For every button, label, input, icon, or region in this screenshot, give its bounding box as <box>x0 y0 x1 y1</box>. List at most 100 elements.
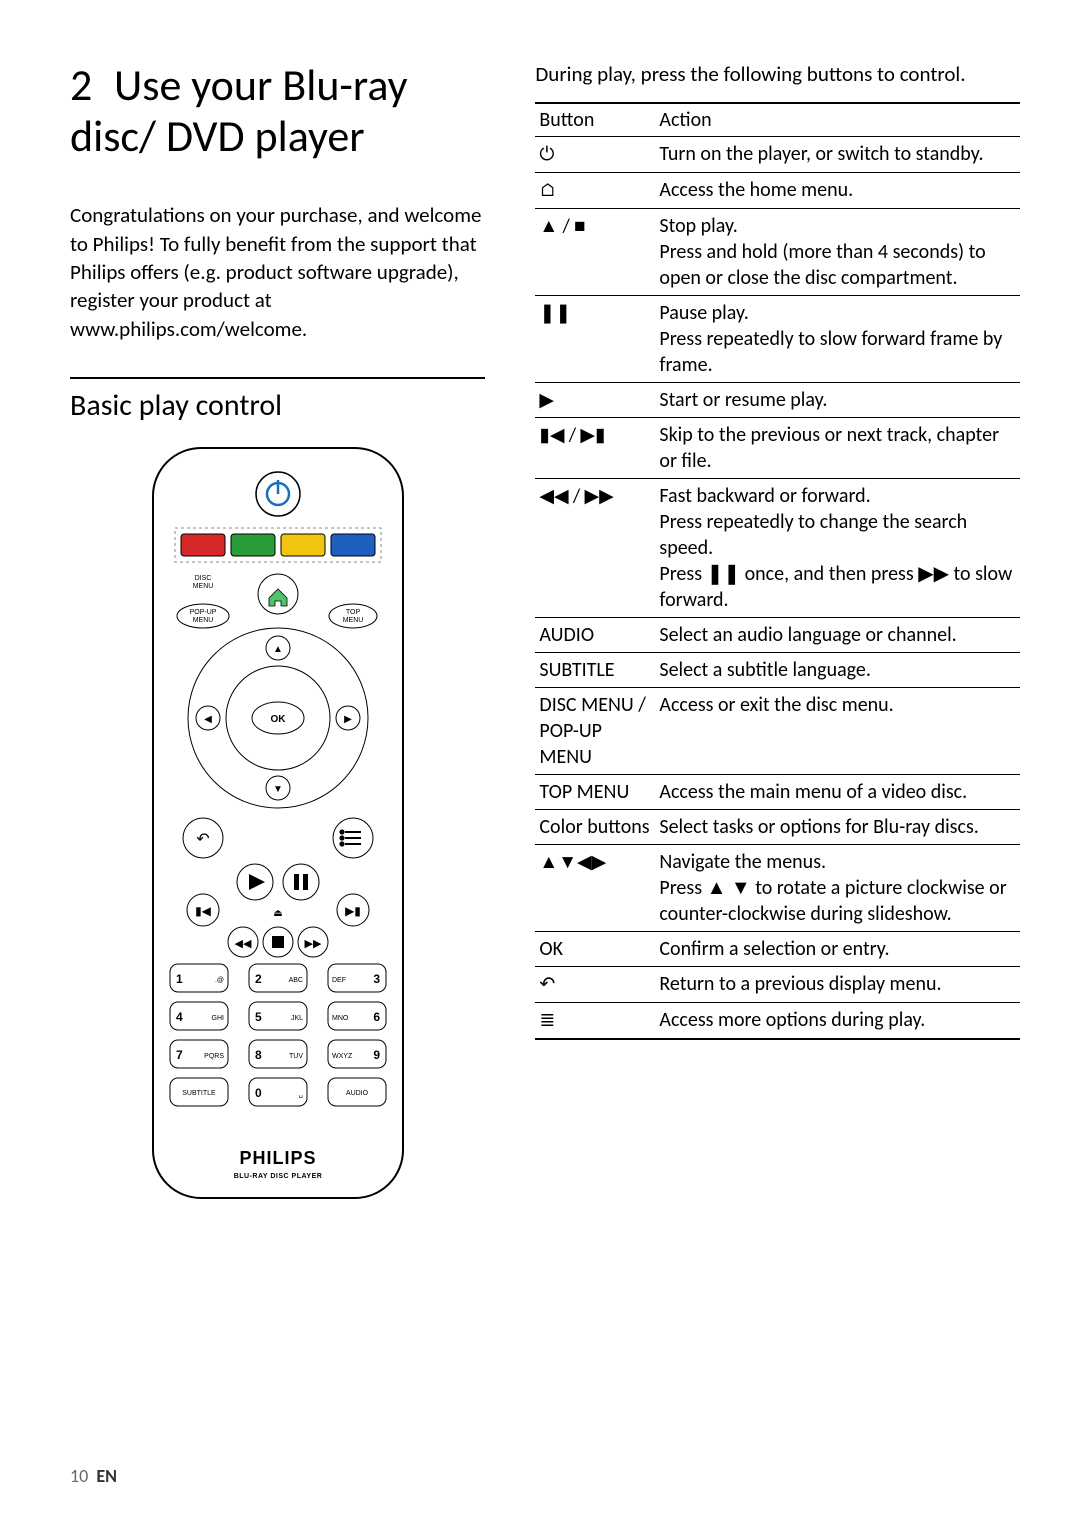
table-row: SUBTITLESelect a subtitle language. <box>535 653 1020 688</box>
svg-text:TOP: TOP <box>346 609 361 616</box>
svg-text:6: 6 <box>373 1010 380 1024</box>
svg-text:MENU: MENU <box>342 617 363 624</box>
svg-text:5: 5 <box>255 1010 262 1024</box>
table-row: ⏻Turn on the player, or switch to standb… <box>535 137 1020 173</box>
svg-text:POP-UP: POP-UP <box>189 609 216 616</box>
button-cell: ▲ / ■ <box>535 208 655 295</box>
svg-text:BLU-RAY DISC PLAYER: BLU-RAY DISC PLAYER <box>233 1173 322 1180</box>
button-cell: ▲▼◀▶ <box>535 845 655 932</box>
button-cell: ▶ <box>535 382 655 418</box>
button-cell: ▮◀ / ▶▮ <box>535 418 655 479</box>
action-cell: Select an audio language or channel. <box>655 618 1020 653</box>
action-cell: Select a subtitle language. <box>655 653 1020 688</box>
action-cell: Skip to the previous or next track, chap… <box>655 418 1020 479</box>
button-cell: DISC MENU / POP-UP MENU <box>535 688 655 775</box>
svg-text:AUDIO: AUDIO <box>346 1090 369 1097</box>
svg-text:PHILIPS: PHILIPS <box>239 1148 316 1168</box>
action-cell: Access more options during play. <box>655 1003 1020 1039</box>
table-row: ▶Start or resume play. <box>535 382 1020 418</box>
button-cell: ⌂ <box>535 173 655 209</box>
action-cell: Select tasks or options for Blu-ray disc… <box>655 810 1020 845</box>
svg-text:▲: ▲ <box>273 642 283 655</box>
section-heading: Basic play control <box>70 387 485 424</box>
action-cell: Start or resume play. <box>655 382 1020 418</box>
svg-text:PQRS: PQRS <box>204 1053 224 1060</box>
section-rule <box>70 377 485 379</box>
table-row: TOP MENUAccess the main menu of a video … <box>535 775 1020 810</box>
svg-text:▮◀: ▮◀ <box>195 905 212 919</box>
svg-text:MNO: MNO <box>332 1015 349 1022</box>
table-row: ▲▼◀▶Navigate the menus.Press ▲ ▼ to rota… <box>535 845 1020 932</box>
svg-text:4: 4 <box>176 1010 183 1024</box>
button-cell: OK <box>535 932 655 967</box>
button-cell: AUDIO <box>535 618 655 653</box>
action-cell: Navigate the menus.Press ▲ ▼ to rotate a… <box>655 845 1020 932</box>
button-cell: Color buttons <box>535 810 655 845</box>
svg-text:▶▶: ▶▶ <box>304 937 321 950</box>
table-header-button: Button <box>535 103 655 137</box>
action-cell: Access or exit the disc menu. <box>655 688 1020 775</box>
action-cell: Stop play.Press and hold (more than 4 se… <box>655 208 1020 295</box>
svg-text:JKL: JKL <box>291 1015 303 1022</box>
button-cell: ≣ <box>535 1003 655 1039</box>
table-row: AUDIOSelect an audio language or channel… <box>535 618 1020 653</box>
chapter-title: 2Use your Blu-ray disc/ DVD player <box>70 60 485 161</box>
button-cell: ◀◀ / ▶▶ <box>535 479 655 618</box>
intro-paragraph: Congratulations on your purchase, and we… <box>70 201 485 343</box>
button-cell: TOP MENU <box>535 775 655 810</box>
button-cell: ⏻ <box>535 137 655 173</box>
button-cell: ❚❚ <box>535 295 655 382</box>
remote-illustration: DISC MENU POP-UP MENU TOP MENU OK <box>70 438 485 1208</box>
action-cell: Return to a previous display menu. <box>655 967 1020 1003</box>
svg-text:DEF: DEF <box>332 977 346 984</box>
right-intro: During play, press the following buttons… <box>535 60 1020 88</box>
svg-text:9: 9 <box>373 1048 380 1062</box>
svg-text:↶: ↶ <box>196 830 209 849</box>
button-action-table: Button Action ⏻Turn on the player, or sw… <box>535 102 1020 1039</box>
svg-text:▼: ▼ <box>273 782 283 795</box>
action-cell: Turn on the player, or switch to standby… <box>655 137 1020 173</box>
table-row: ◀◀ / ▶▶Fast backward or forward.Press re… <box>535 479 1020 618</box>
svg-text:ABC: ABC <box>288 977 302 984</box>
button-cell: ↶ <box>535 967 655 1003</box>
action-cell: Access the home menu. <box>655 173 1020 209</box>
svg-text:◀: ◀ <box>204 712 212 725</box>
action-cell: Access the main menu of a video disc. <box>655 775 1020 810</box>
svg-text:MENU: MENU <box>192 583 213 590</box>
chapter-title-text: Use your Blu-ray disc/ DVD player <box>70 58 408 163</box>
svg-text:OK: OK <box>270 714 286 725</box>
svg-text:8: 8 <box>255 1048 262 1062</box>
svg-text:2: 2 <box>255 972 262 986</box>
button-cell: SUBTITLE <box>535 653 655 688</box>
table-row: ↶Return to a previous display menu. <box>535 967 1020 1003</box>
table-row: ⌂Access the home menu. <box>535 173 1020 209</box>
svg-text:0: 0 <box>255 1086 262 1100</box>
svg-text:▶: ▶ <box>344 712 352 725</box>
svg-text:▶▮: ▶▮ <box>345 905 361 919</box>
svg-text:⏏: ⏏ <box>273 906 282 919</box>
svg-text:7: 7 <box>176 1048 183 1062</box>
svg-text:MENU: MENU <box>192 617 213 624</box>
remote-svg: DISC MENU POP-UP MENU TOP MENU OK <box>143 438 413 1208</box>
chapter-number: 2 <box>70 60 114 111</box>
action-cell: Fast backward or forward.Press repeatedl… <box>655 479 1020 618</box>
table-row: OKConfirm a selection or entry. <box>535 932 1020 967</box>
table-row: ▮◀ / ▶▮Skip to the previous or next trac… <box>535 418 1020 479</box>
table-row: ❚❚Pause play.Press repeatedly to slow fo… <box>535 295 1020 382</box>
table-row: ▲ / ■Stop play.Press and hold (more than… <box>535 208 1020 295</box>
svg-text:TUV: TUV <box>289 1053 303 1060</box>
svg-text:1: 1 <box>176 972 183 986</box>
page-footer: 10 EN <box>70 1465 117 1487</box>
svg-text:␣: ␣ <box>298 1091 302 1098</box>
table-row: DISC MENU / POP-UP MENUAccess or exit th… <box>535 688 1020 775</box>
table-row: ≣Access more options during play. <box>535 1003 1020 1039</box>
svg-text:◀◀: ◀◀ <box>234 937 251 950</box>
svg-text:.@: .@ <box>215 977 224 984</box>
svg-text:SUBTITLE: SUBTITLE <box>182 1090 216 1097</box>
action-cell: Confirm a selection or entry. <box>655 932 1020 967</box>
table-header-action: Action <box>655 103 1020 137</box>
svg-text:GHI: GHI <box>211 1015 224 1022</box>
svg-text:WXYZ: WXYZ <box>332 1053 353 1060</box>
page-number: 10 <box>70 1465 88 1487</box>
svg-text:DISC: DISC <box>194 575 211 582</box>
